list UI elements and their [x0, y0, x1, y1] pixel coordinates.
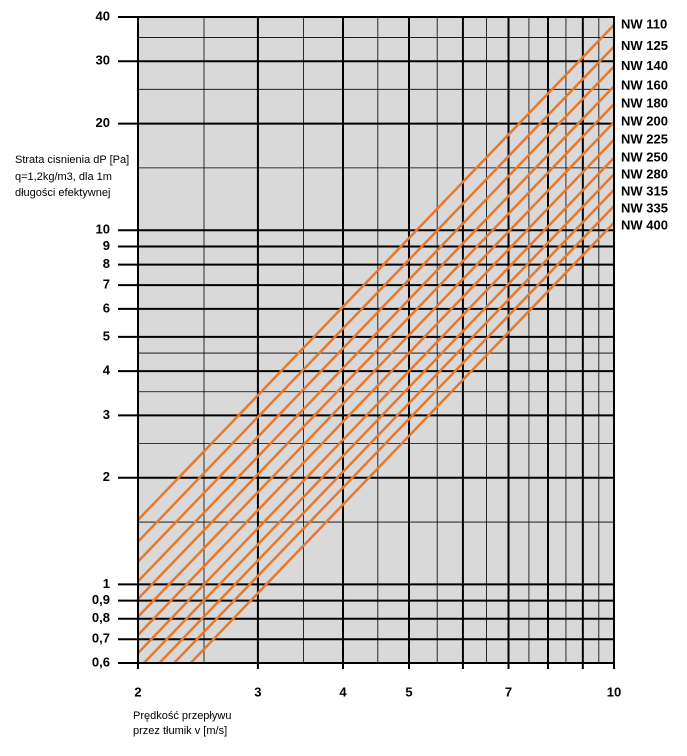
series-line	[137, 45, 615, 543]
series-line	[142, 173, 615, 664]
y-tick-label: 20	[96, 115, 110, 130]
series-line	[158, 189, 615, 664]
series-line	[137, 138, 615, 636]
legend-label: NW 400	[621, 217, 668, 232]
y-tick-label: 40	[96, 8, 110, 23]
series-line	[173, 205, 615, 664]
legend-label: NW 125	[621, 38, 668, 53]
lines	[137, 24, 615, 664]
legend-label: NW 315	[621, 183, 668, 198]
legend-label: NW 280	[621, 166, 668, 181]
y-tick-label: 2	[103, 469, 110, 484]
y-tick-label: 1	[103, 576, 110, 591]
plot-area	[138, 17, 614, 663]
x-tick-label: 10	[607, 684, 621, 699]
x-tick-label: 7	[505, 684, 512, 699]
y-axis-label: długości efektywnej	[15, 187, 110, 199]
legend-label: NW 250	[621, 149, 668, 164]
y-tick-label: 4	[103, 363, 111, 378]
y-tick-label: 0,9	[92, 592, 110, 607]
plot-border	[137, 16, 615, 664]
series-line	[137, 65, 615, 563]
y-axis-label: q=1,2kg/m3, dla 1m	[15, 171, 112, 183]
x-tick-label: 2	[134, 684, 141, 699]
y-tick-label: 10	[96, 222, 110, 237]
legend-label: NW 180	[621, 96, 668, 111]
y-axis-label: Strata cisnienia dP [Pa]	[15, 154, 129, 166]
series-line	[137, 121, 615, 618]
series-line	[137, 24, 615, 521]
series-line	[137, 157, 615, 654]
x-tick-label: 5	[405, 684, 412, 699]
legend-label: NW 225	[621, 131, 668, 146]
y-tick-label: 3	[103, 407, 110, 422]
y-tick-label: 7	[103, 277, 110, 292]
legend-label: NW 160	[621, 78, 668, 93]
legend-label: NW 110	[621, 16, 667, 31]
y-tick-label: 0,8	[92, 610, 110, 625]
y-tick-label: 30	[96, 53, 110, 68]
y-tick-label: 8	[103, 256, 110, 271]
x-tick-label: 4	[339, 684, 347, 699]
x-axis-label: przez tłumik v [m/s]	[133, 725, 227, 737]
series-line	[137, 103, 615, 600]
y-tick-label: 5	[103, 328, 110, 343]
legend-label: NW 140	[621, 58, 668, 73]
legend-label: NW 200	[621, 114, 668, 129]
y-tick-label: 6	[103, 300, 110, 315]
y-tick-label: 0,6	[92, 654, 110, 669]
y-tick-label: 0,7	[92, 631, 110, 646]
legend-label: NW 335	[621, 200, 668, 215]
x-tick-label: 3	[254, 684, 261, 699]
series-line	[137, 85, 615, 583]
x-axis-label: Prędkość przepływu	[133, 710, 231, 722]
y-tick-label: 9	[103, 238, 110, 253]
series-line	[189, 221, 615, 664]
